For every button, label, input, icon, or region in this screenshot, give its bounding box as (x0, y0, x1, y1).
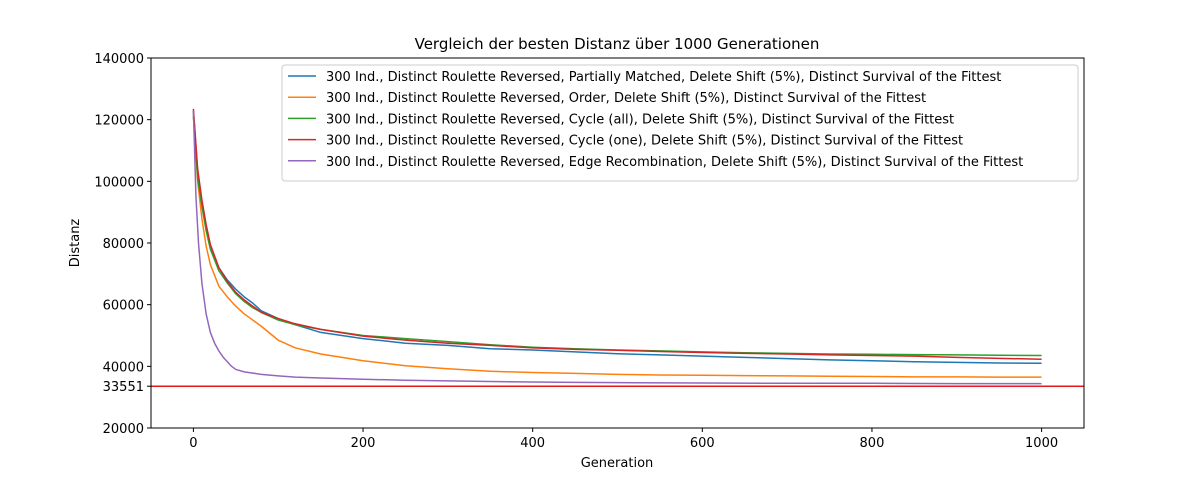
series-line-4 (192, 108, 1042, 360)
legend-label-5: 300 Ind., Distinct Roulette Reversed, Ed… (326, 155, 1023, 170)
series-line-3 (192, 116, 1042, 357)
chart-title: Vergleich der besten Distanz über 1000 G… (415, 35, 820, 53)
legend-label-2: 300 Ind., Distinct Roulette Reversed, Or… (326, 91, 926, 106)
x-tick-label: 400 (520, 436, 545, 451)
x-tick-label: 0 (189, 436, 197, 451)
legend-label-3: 300 Ind., Distinct Roulette Reversed, Cy… (326, 112, 954, 127)
y-tick-label: 80000 (103, 237, 144, 252)
series-group (192, 108, 1042, 385)
y-axis-label: Distanz (68, 219, 83, 268)
y-axis-ticks: 20000 33551 40000 60000 80000 100000 120000 140… (94, 52, 151, 437)
y-tick-label: 33551 (103, 380, 144, 395)
legend-box (281, 64, 1079, 182)
y-tick-label: 120000 (94, 114, 144, 129)
legend-label-4: 300 Ind., Distinct Roulette Reversed, Cy… (326, 134, 963, 149)
y-tick-label: 40000 (103, 360, 144, 375)
legend: 300 Ind., Distinct Roulette Reversed, Pa… (281, 64, 1079, 182)
legend-label-1: 300 Ind., Distinct Roulette Reversed, Pa… (326, 70, 1001, 85)
x-axis-label: Generation (581, 456, 654, 471)
y-tick-label: 60000 (103, 299, 144, 314)
y-tick-label: 20000 (103, 422, 144, 437)
x-tick-label: 600 (690, 436, 715, 451)
x-tick-label: 800 (860, 436, 885, 451)
series-line-5 (192, 110, 1042, 385)
x-tick-label: 1000 (1025, 436, 1058, 451)
y-tick-label: 140000 (94, 52, 144, 67)
x-axis-ticks: 0 200 400 600 800 1000 (189, 428, 1058, 451)
series-line-2 (192, 113, 1042, 378)
x-tick-label: 200 (351, 436, 376, 451)
plot-area (150, 57, 1085, 429)
y-tick-label: 100000 (94, 175, 144, 190)
